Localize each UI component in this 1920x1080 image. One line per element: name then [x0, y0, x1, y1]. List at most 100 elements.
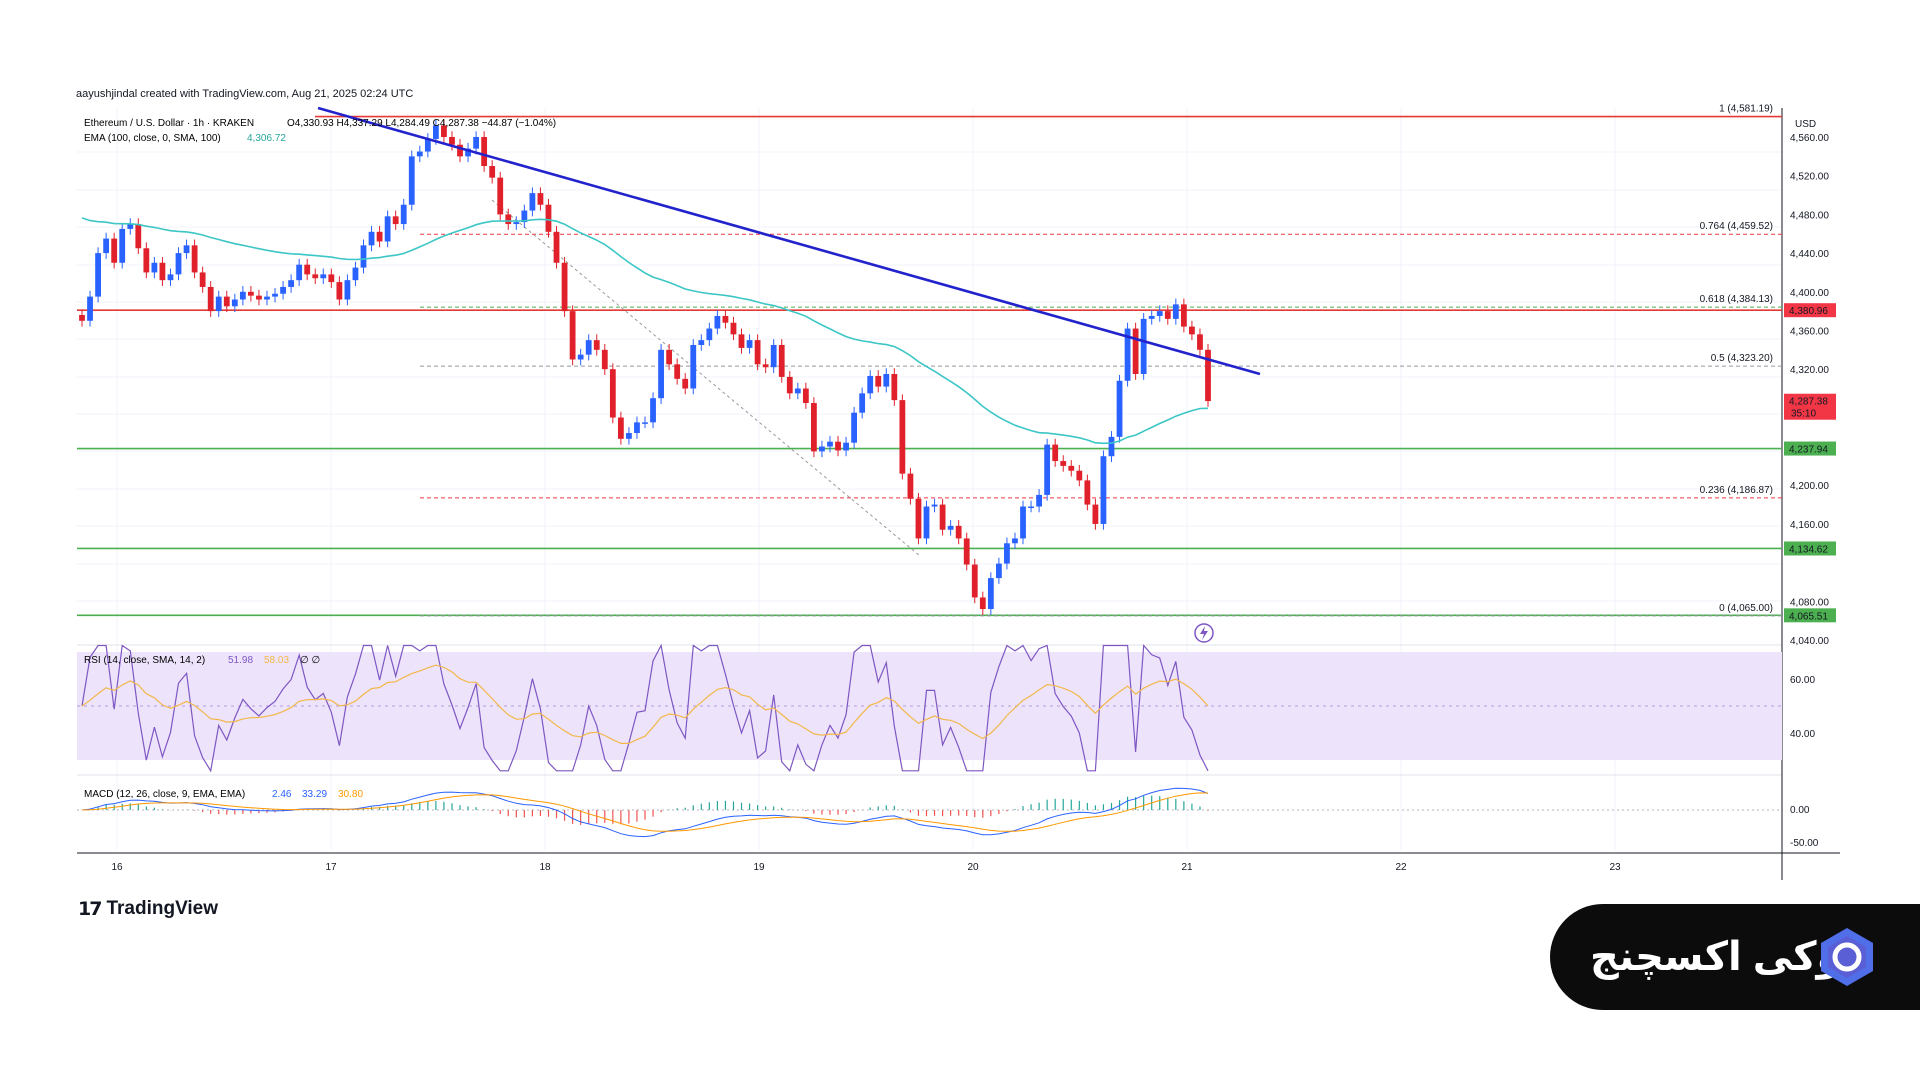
candle: [352, 267, 359, 281]
candle: [714, 315, 721, 329]
candle: [183, 245, 190, 254]
candle: [626, 433, 632, 439]
rsi-value: 51.98: [228, 655, 253, 666]
candle: [875, 375, 882, 387]
candle: [1036, 494, 1042, 507]
candle: [392, 216, 399, 225]
candle: [939, 504, 946, 530]
price-label-bg: [1784, 608, 1836, 623]
ohlc-label: O4,330.93 H4,337.29 L4,284.49 C4,287.38 …: [287, 118, 556, 129]
price-tick: 4,560.00: [1790, 133, 1829, 144]
replay-icon[interactable]: [1194, 623, 1214, 643]
brand-badge[interactable]: اوکی اکسچنج: [1550, 904, 1920, 1010]
brand-text: اوکی اکسچنج: [1590, 935, 1856, 979]
candle: [336, 282, 343, 300]
ema-line: [81, 217, 1209, 445]
rsi-label: RSI (14, close, SMA, 14, 2): [84, 655, 205, 666]
rsi-ma-line: [81, 664, 1209, 744]
time-tick: 23: [1609, 862, 1621, 873]
candle: [867, 375, 874, 394]
rsi-value2: 58.03: [264, 655, 289, 666]
candle: [682, 378, 689, 389]
time-tick: 22: [1395, 862, 1407, 873]
fib-label: 0.764 (4,459.52): [1700, 221, 1773, 232]
tradingview-logo[interactable]: 17 TradingView: [78, 898, 218, 920]
candle: [1148, 315, 1155, 319]
candle: [642, 422, 648, 424]
price-tick: 4,400.00: [1790, 288, 1829, 299]
candle: [995, 563, 1002, 579]
candle: [521, 210, 528, 223]
candle: [1108, 436, 1115, 457]
tradingview-logo-text: TradingView: [106, 898, 219, 919]
candle: [1180, 304, 1187, 327]
macd-v1: 2.46: [272, 789, 292, 800]
candle: [159, 262, 166, 281]
candle: [1140, 318, 1147, 374]
fib-label: 0.618 (4,384.13): [1700, 294, 1773, 305]
price-label-bg: [1784, 303, 1836, 318]
candle: [811, 403, 817, 452]
candle: [473, 137, 479, 149]
candle: [1100, 456, 1107, 524]
candle: [545, 204, 552, 232]
macd-line: [81, 787, 1209, 838]
candle: [963, 538, 970, 565]
candle: [899, 400, 906, 474]
candle: [979, 597, 986, 610]
fib-label: 0.5 (4,323.20): [1711, 353, 1773, 364]
candle: [400, 204, 407, 225]
fib-label: 1 (4,581.19): [1719, 104, 1773, 115]
time-tick: 21: [1181, 862, 1193, 873]
candle: [1068, 465, 1075, 471]
candle: [111, 238, 118, 263]
candle: [344, 280, 351, 300]
candle: [658, 349, 664, 399]
trendline[interactable]: [317, 106, 1261, 376]
candle: [786, 376, 793, 394]
candle: [1028, 506, 1034, 509]
candle: [859, 393, 866, 413]
price-label-bg: [1784, 441, 1836, 456]
candle: [368, 231, 375, 246]
candle: [907, 473, 914, 499]
candle: [1076, 470, 1083, 481]
candle: [465, 148, 471, 157]
price-tick: 4,360.00: [1790, 326, 1829, 337]
candle: [843, 442, 849, 451]
candle: [1012, 538, 1018, 544]
price-label: 4,287.38: [1789, 397, 1828, 408]
candle: [167, 274, 174, 281]
price-label: 4,380.96: [1789, 306, 1828, 317]
candle: [256, 295, 262, 300]
candle: [955, 525, 962, 539]
candle: [819, 446, 825, 452]
candle: [851, 412, 858, 443]
candle: [199, 272, 206, 287]
candle: [312, 274, 319, 279]
candle: [802, 388, 809, 404]
candle: [513, 222, 520, 225]
candle: [408, 156, 415, 205]
candle: [617, 417, 624, 439]
candle: [1172, 304, 1179, 319]
price-label: 4,134.62: [1789, 544, 1828, 555]
candle: [264, 296, 270, 300]
price-tick: 4,320.00: [1790, 365, 1829, 376]
candle: [1189, 326, 1195, 335]
candle: [971, 564, 978, 598]
candle: [722, 315, 729, 323]
time-tick: 18: [539, 862, 551, 873]
candle: [1205, 349, 1211, 402]
candle: [1156, 311, 1163, 316]
candle: [175, 253, 182, 275]
candle: [457, 144, 463, 157]
candle: [280, 286, 286, 294]
candle: [95, 253, 101, 297]
candle: [432, 125, 439, 139]
candle: [593, 340, 600, 350]
macd-tick-0: 0.00: [1790, 805, 1810, 816]
candle: [770, 344, 777, 368]
candle: [1052, 444, 1059, 462]
